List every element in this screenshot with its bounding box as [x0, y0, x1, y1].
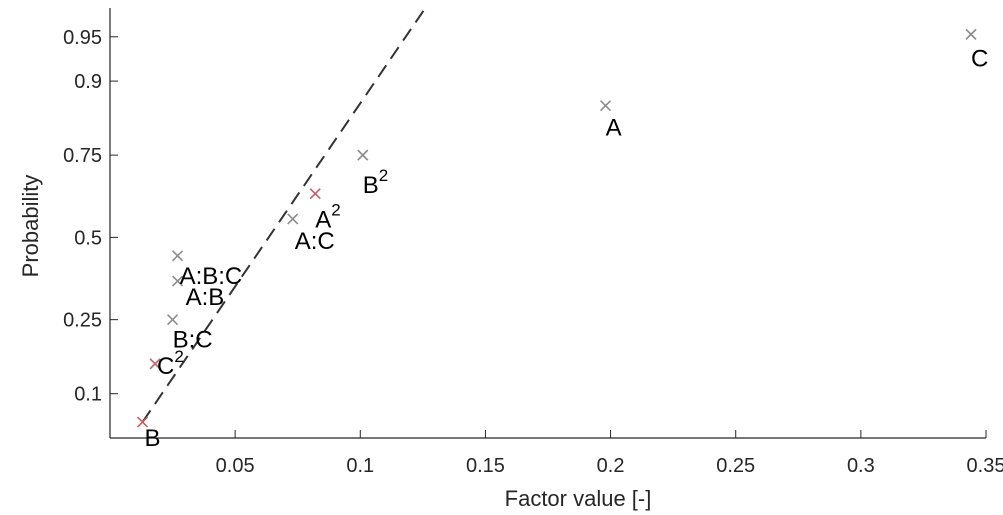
chart-axes — [109, 8, 986, 439]
data-point — [965, 28, 977, 40]
y-tick-label: 0.25 — [63, 310, 102, 332]
data-points — [136, 28, 977, 428]
data-point — [149, 358, 161, 370]
x-tick-label: 0.2 — [597, 455, 625, 477]
x-tick-label: 0.05 — [216, 455, 255, 477]
data-point — [172, 250, 184, 262]
x-tick-label: 0.25 — [716, 455, 755, 477]
y-axis-title: Probability — [18, 175, 43, 278]
x-axis-title: Factor value [-] — [505, 486, 652, 511]
y-tick-label: 0.95 — [63, 27, 102, 49]
data-point — [136, 416, 149, 428]
point-label: A:C — [295, 228, 335, 255]
data-point — [357, 149, 369, 161]
x-tick-label: 0.1 — [346, 455, 374, 477]
point-label: A — [606, 115, 622, 142]
x-axis-ticks: 0.05 0.1 0.15 0.2 0.25 0.3 0.35 — [216, 430, 1003, 477]
x-tick-label: 0.35 — [967, 455, 1003, 477]
point-label: A:B — [186, 284, 225, 311]
data-point — [167, 314, 179, 326]
point-label: A2 — [315, 201, 340, 234]
x-tick-label: 0.3 — [847, 455, 875, 477]
point-label: B:C — [173, 327, 213, 354]
y-axis-ticks: 0.1 0.25 0.5 0.75 0.9 0.95 — [63, 27, 118, 406]
y-tick-label: 0.9 — [74, 71, 102, 93]
data-point — [172, 275, 184, 287]
data-point — [287, 213, 299, 225]
point-label: B — [145, 425, 161, 452]
point-label: B2 — [363, 166, 388, 199]
reference-line — [141, 7, 427, 423]
y-tick-label: 0.75 — [63, 145, 102, 167]
x-tick-label: 0.15 — [466, 455, 505, 477]
y-tick-label: 0.5 — [74, 227, 102, 249]
data-point — [309, 188, 321, 200]
data-point — [600, 100, 612, 112]
point-label: C — [971, 45, 988, 72]
y-tick-label: 0.1 — [74, 384, 102, 406]
reference-line-group — [141, 7, 427, 423]
point-label: A:B:C — [180, 263, 243, 290]
